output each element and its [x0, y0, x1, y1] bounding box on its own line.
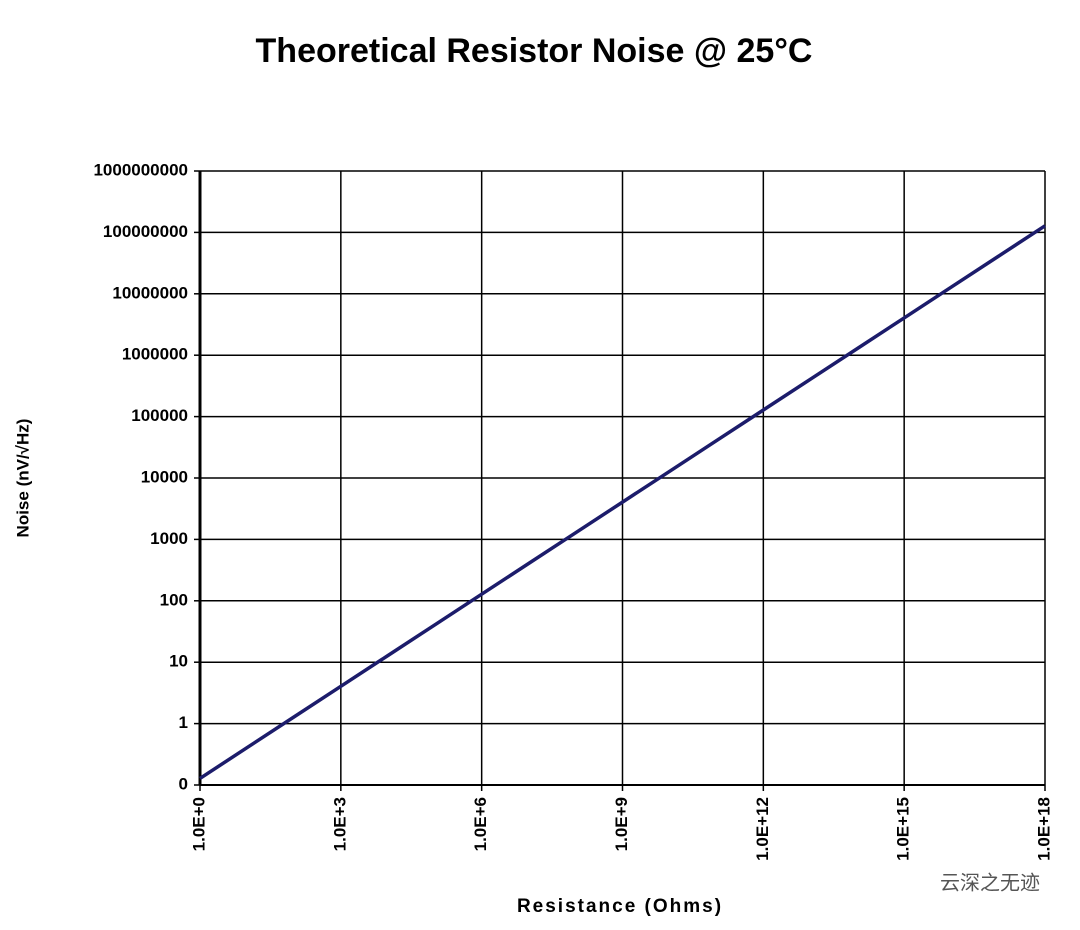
- y-tick-label: 10000: [141, 467, 188, 486]
- data-line: [199, 224, 1046, 780]
- y-tick-label: 1: [179, 713, 188, 732]
- y-tick-label: 1000: [150, 529, 188, 548]
- x-tick-label: 1.0E+9: [612, 797, 631, 851]
- x-tick-label: 1.0E+12: [753, 797, 772, 861]
- x-tick-label: 1.0E+18: [1034, 797, 1053, 861]
- y-tick-label: 10: [169, 652, 188, 671]
- y-tick-label: 100: [160, 590, 188, 609]
- y-tick-label: 1000000000: [93, 160, 188, 179]
- x-tick-label: 1.0E+6: [471, 797, 490, 851]
- y-tick-label: 1000000: [122, 345, 188, 364]
- x-axis-label: Resistance (Ohms): [517, 896, 723, 917]
- y-tick-label: 0: [179, 774, 188, 793]
- y-tick-label: 100000: [131, 406, 188, 425]
- x-tick-label: 1.0E+15: [894, 797, 913, 861]
- y-tick-label: 10000000: [112, 283, 188, 302]
- y-tick-label: 100000000: [103, 222, 188, 241]
- x-tick-label: 1.0E+3: [330, 797, 349, 851]
- x-tick-label: 1.0E+0: [189, 797, 208, 851]
- y-axis-label: Noise (nV/√Hz): [13, 419, 32, 538]
- chart-title: Theoretical Resistor Noise @ 25°C: [256, 32, 813, 70]
- watermark: 云深之无迹: [940, 871, 1040, 894]
